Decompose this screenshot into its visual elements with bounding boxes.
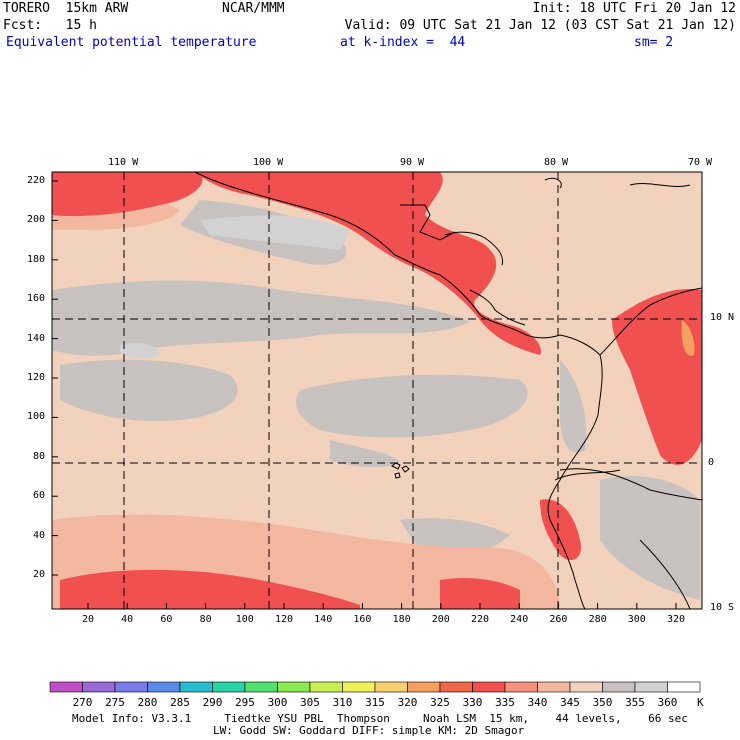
- colorbar-swatch: [537, 681, 571, 693]
- colorbar-label: 280: [137, 696, 158, 709]
- organization: NCAR/MMM: [222, 1, 285, 16]
- colorbar-swatch: [504, 681, 538, 693]
- colorbar-swatch: [147, 681, 181, 693]
- lat-label: 0: [708, 457, 715, 468]
- x-tick-label: 180: [392, 614, 411, 625]
- filled-contours: [52, 172, 702, 609]
- colorbar-swatch: [634, 681, 668, 693]
- y-tick-label: 20: [32, 569, 45, 580]
- y-tick-label: 60: [32, 490, 45, 502]
- colorbar-swatch: [374, 681, 408, 693]
- colorbar-label: 300: [267, 696, 288, 709]
- y-tick-label: 80: [32, 450, 45, 462]
- colorbar-label: 350: [592, 696, 613, 709]
- colorbar-label: 340: [527, 696, 548, 709]
- y-tick-label: 120: [26, 372, 45, 383]
- colorbar-swatch: [342, 681, 376, 693]
- x-tick-label: 40: [121, 614, 134, 625]
- map-frame: [51, 171, 703, 610]
- colorbar-label: 355: [625, 696, 645, 709]
- coastlines: [194, 172, 702, 609]
- theta-e-map: [51, 171, 703, 610]
- lat-label: 10 S: [710, 602, 735, 613]
- x-tick-label: 200: [431, 614, 450, 625]
- x-tick-label: 120: [274, 614, 294, 625]
- lon-label: 90 W: [400, 157, 425, 168]
- field-name: Equivalent potential temperature: [6, 35, 257, 50]
- x-tick-label: 80: [199, 614, 212, 625]
- colorbar-label: 310: [332, 696, 353, 709]
- x-tick-label: 220: [470, 614, 490, 625]
- model-info: Model Info: V3.3.1 Tiedtke YSU PBL Thomp…: [72, 712, 688, 725]
- y-tick-label: 180: [26, 253, 45, 265]
- colorbar-swatch: [667, 681, 701, 693]
- colorbar-label: 285: [170, 696, 190, 709]
- lon-label: 80 W: [544, 157, 569, 168]
- x-tick-label: 240: [510, 614, 529, 625]
- init-time: Init: 18 UTC Fri 20 Jan 12: [532, 1, 737, 16]
- y-tick-label: 100: [26, 411, 45, 423]
- colorbar-swatch: [309, 681, 343, 693]
- smoothing-info: sm= 2: [634, 35, 674, 50]
- physics-info: LW: Godd SW: Goddard DIFF: simple KM: 2D…: [213, 724, 525, 737]
- colorbar-label: 290: [202, 696, 223, 709]
- lat-label: 10 N: [710, 312, 735, 323]
- x-tick-label: 160: [353, 614, 372, 625]
- colorbar-label: 320: [397, 696, 418, 709]
- y-tick-label: 200: [26, 214, 45, 226]
- colorbar-swatch: [114, 681, 148, 693]
- x-tick-label: 320: [666, 614, 686, 625]
- lon-label: 110 W: [108, 157, 139, 168]
- x-tick-label: 140: [314, 614, 333, 625]
- valid-time: Valid: 09 UTC Sat 21 Jan 12 (03 CST Sat …: [344, 18, 736, 33]
- colorbar-label: 270: [72, 696, 93, 709]
- colorbar-swatch: [179, 681, 213, 693]
- y-tick-label: 40: [32, 529, 45, 541]
- graticule: [52, 172, 702, 609]
- colorbar-label: 325: [430, 696, 450, 709]
- colorbar-swatch: [277, 681, 311, 693]
- y-tick-label: 140: [26, 332, 45, 344]
- colorbar-unit: K: [697, 696, 704, 709]
- x-tick-label: 20: [81, 614, 95, 625]
- colorbar-label: 330: [462, 696, 483, 709]
- level-info: at k-index = 44: [340, 35, 466, 50]
- colorbar-label: 345: [560, 696, 580, 709]
- colorbar-label: 295: [235, 696, 255, 709]
- y-tick-label: 160: [26, 293, 45, 305]
- lon-label: 100 W: [253, 157, 284, 168]
- colorbar-swatch: [212, 681, 246, 693]
- x-tick-label: 100: [235, 614, 254, 625]
- colorbar-label: 315: [365, 696, 385, 709]
- x-tick-label: 260: [549, 614, 568, 625]
- x-tick-label: 300: [627, 614, 646, 625]
- colorbar-swatch: [569, 681, 603, 693]
- colorbar-swatch: [82, 681, 116, 693]
- lon-label: 70 W: [688, 157, 713, 168]
- forecast-hour: Fcst: 15 h: [3, 18, 97, 33]
- colorbar-label: 335: [495, 696, 515, 709]
- model-title: TORERO 15km ARW: [3, 1, 129, 16]
- colorbar-label: 360: [657, 696, 678, 709]
- x-tick-label: 280: [588, 614, 607, 625]
- colorbar-swatch: [244, 681, 278, 693]
- colorbar-swatch: [439, 681, 473, 693]
- colorbar-swatch: [49, 681, 83, 693]
- colorbar-swatch: [602, 681, 636, 693]
- colorbar-label: 275: [105, 696, 125, 709]
- y-tick-label: 220: [26, 175, 45, 186]
- colorbar-swatch: [472, 681, 506, 693]
- x-tick-label: 60: [160, 614, 173, 625]
- colorbar-swatch: [407, 681, 441, 693]
- colorbar-label: 305: [300, 696, 320, 709]
